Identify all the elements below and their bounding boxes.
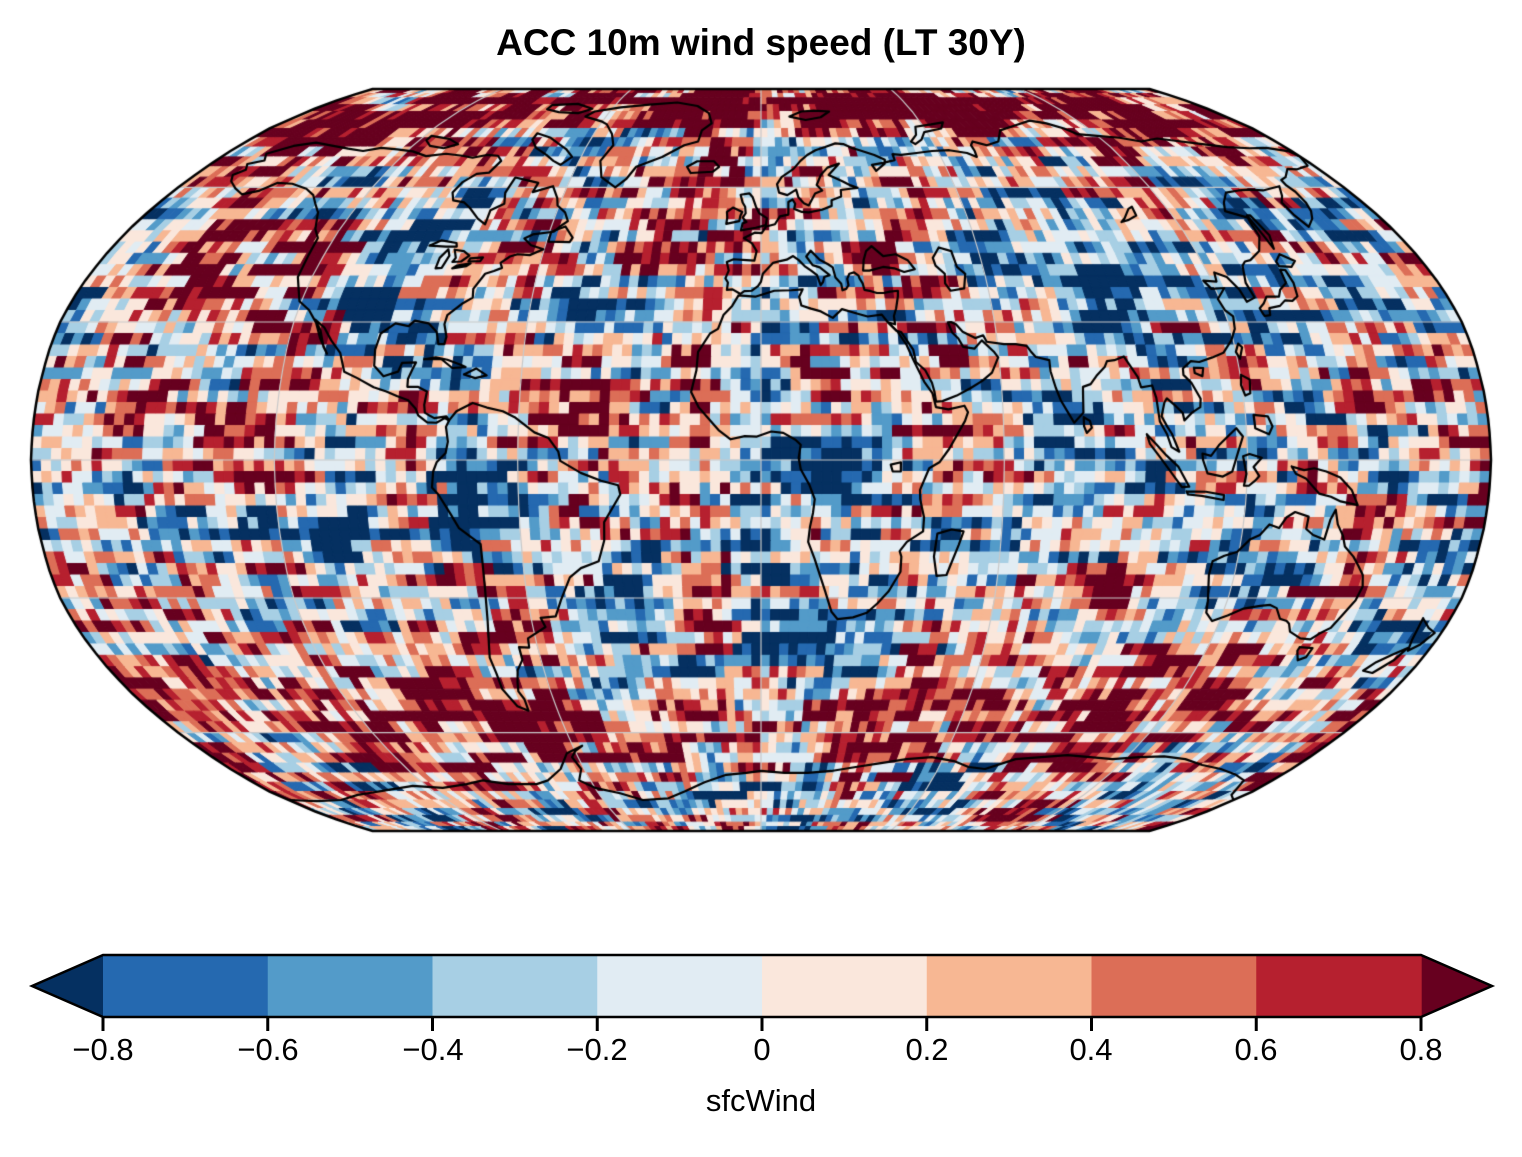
colorbar-tick-label: 0.2: [905, 1032, 949, 1067]
colorbar-tick-label: −0.6: [237, 1032, 299, 1067]
colorbar-label: sfcWind: [705, 1083, 817, 1118]
colorbar-tick-label: 0.6: [1234, 1032, 1278, 1067]
colorbar-segment: [597, 955, 763, 1017]
colorbar-over-arrow: [1421, 955, 1492, 1017]
colorbar-tick-label: 0.4: [1069, 1032, 1113, 1067]
chart-title: ACC 10m wind speed (LT 30Y): [496, 22, 1026, 63]
colorbar-tick-label: 0.8: [1399, 1032, 1443, 1067]
colorbar-under-arrow: [32, 955, 103, 1017]
colorbar-tick-label: −0.2: [566, 1032, 628, 1067]
colorbar-segment: [267, 955, 434, 1017]
colorbar-segment: [1091, 955, 1257, 1017]
colorbar-segment: [762, 955, 928, 1017]
colorbar-tick-label: −0.4: [402, 1032, 464, 1067]
colorbar-segment: [103, 955, 269, 1017]
colorbar-segment: [1256, 955, 1422, 1017]
colorbar-segment: [926, 955, 1093, 1017]
colorbar-segment: [432, 955, 598, 1017]
colorbar-tick-label: −0.8: [72, 1032, 134, 1067]
colorbar-tick-label: 0: [753, 1032, 771, 1067]
colorbar: [28, 953, 1496, 1031]
